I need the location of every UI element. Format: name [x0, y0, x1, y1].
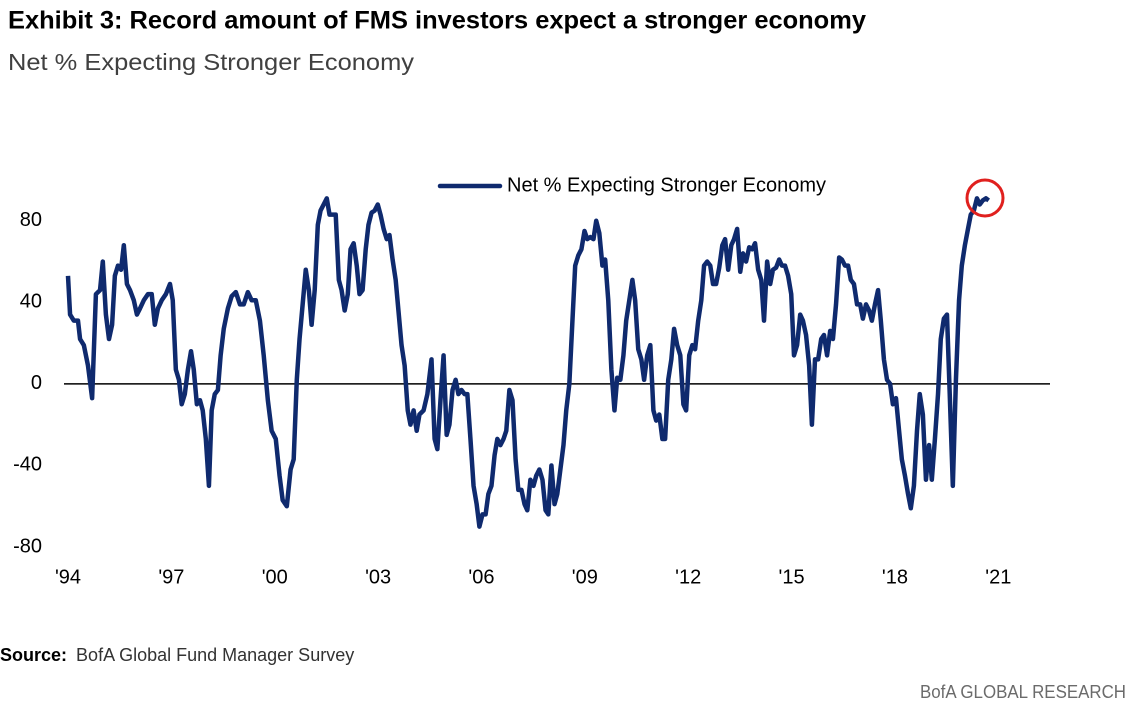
highlight-circle [965, 178, 1005, 218]
x-tick-label: '18 [882, 566, 908, 588]
source-label: Source: [0, 645, 67, 665]
x-tick-label: '21 [985, 566, 1011, 588]
x-tick-label: '94 [55, 566, 81, 588]
y-tick-label: -40 [13, 454, 42, 476]
source-note: Source: BofA Global Fund Manager Survey [0, 645, 354, 665]
x-tick-label: '09 [572, 566, 598, 588]
source-text: BofA Global Fund Manager Survey [76, 645, 354, 665]
x-tick-label: '12 [675, 566, 701, 588]
y-tick-label: 40 [20, 291, 42, 313]
y-tick-label: 0 [31, 372, 42, 394]
x-tick-label: '03 [365, 566, 391, 588]
chart-subtitle: Net % Expecting Stronger Economy [8, 49, 415, 75]
branding: BofA GLOBAL RESEARCH [920, 682, 1126, 702]
x-tick-label: '06 [468, 566, 494, 588]
data-line [65, 196, 991, 529]
y-tick-label: 80 [20, 209, 42, 231]
x-tick-label: '00 [262, 566, 288, 588]
legend-label: Net % Expecting Stronger Economy [507, 174, 826, 196]
y-tick-label: -80 [13, 535, 42, 557]
chart-title: Exhibit 3: Record amount of FMS investor… [8, 7, 866, 35]
x-tick-label: '97 [158, 566, 184, 588]
x-tick-label: '15 [779, 566, 805, 588]
